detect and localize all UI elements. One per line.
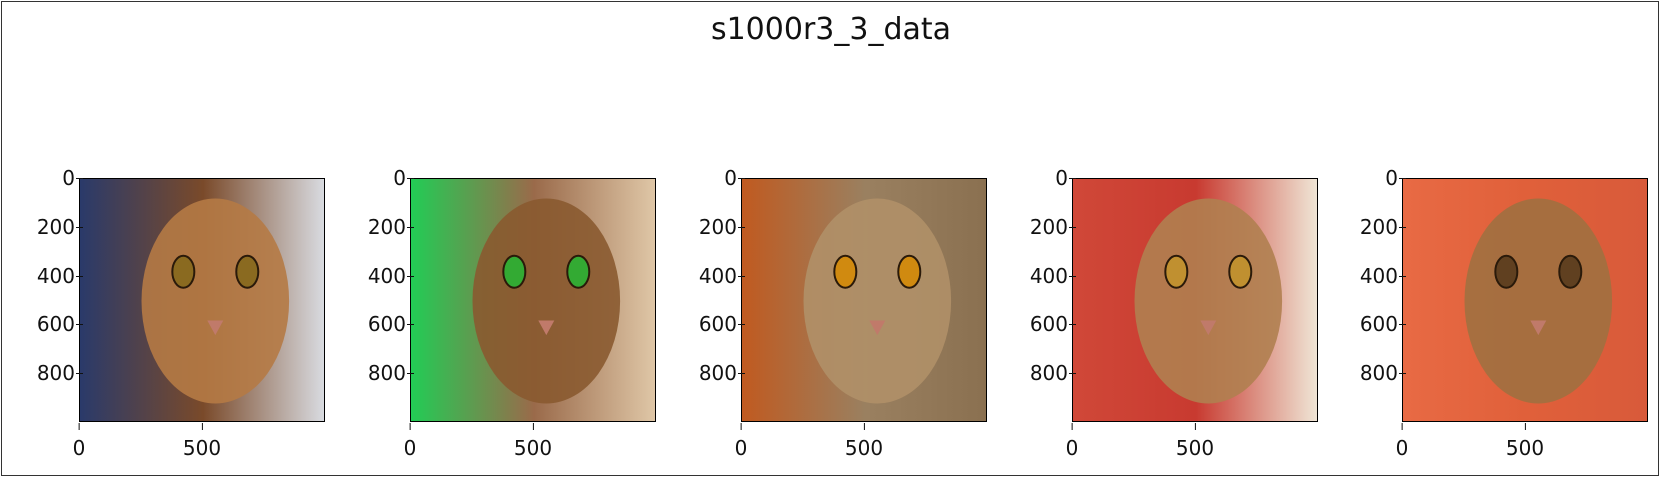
cat-image-1 (79, 178, 325, 422)
cat-eye-1 (502, 254, 527, 289)
y-tick-label: 800 (346, 361, 414, 385)
cat-eye-2 (897, 254, 922, 289)
cat-image-5 (1402, 178, 1648, 422)
cat-eye-2 (235, 254, 260, 289)
image-panel-3: 0 200 400 600 800 0 500 (699, 166, 987, 460)
cat-nose (869, 320, 886, 336)
image-panel-4: 0 200 400 600 800 0 500 (1030, 166, 1318, 460)
cat-eye-1 (833, 254, 858, 289)
y-tick-label: 200 (346, 215, 414, 239)
figure-title: s1000r3_3_data (710, 12, 952, 47)
y-tick-label: 600 (346, 312, 414, 336)
cat-eye-2 (1558, 254, 1583, 289)
cat-photo-1 (80, 179, 324, 421)
cat-photo-3 (742, 179, 986, 421)
cat-eye-2 (1228, 254, 1253, 289)
x-tick-label: 0 (734, 423, 748, 460)
y-tick-label: 800 (1338, 361, 1406, 385)
y-tick-label: 600 (15, 312, 83, 336)
y-tick-label: 400 (346, 264, 414, 288)
x-tick-label: 500 (513, 423, 553, 460)
y-tick-label: 200 (1008, 215, 1076, 239)
y-tick-label: 0 (346, 166, 414, 190)
image-panel-2: 0 200 400 600 800 0 500 (368, 166, 656, 460)
cat-photo-2 (411, 179, 655, 421)
x-tick-label: 500 (182, 423, 222, 460)
y-tick-label: 800 (1008, 361, 1076, 385)
cat-head-shape (472, 198, 621, 404)
cat-photo-5 (1403, 179, 1647, 421)
cat-eye-1 (1164, 254, 1189, 289)
cat-nose (1530, 320, 1547, 336)
cat-eye-1 (1494, 254, 1519, 289)
y-tick-label: 400 (15, 264, 83, 288)
x-tick-label: 500 (844, 423, 884, 460)
y-tick-label: 800 (677, 361, 745, 385)
x-tick-label: 0 (1065, 423, 1079, 460)
image-panel-1: 0 200 400 600 800 0 500 (37, 166, 325, 460)
cat-eye-2 (566, 254, 591, 289)
y-tick-label: 200 (1338, 215, 1406, 239)
y-tick-label: 600 (1008, 312, 1076, 336)
cat-photo-4 (1073, 179, 1317, 421)
cat-nose (538, 320, 555, 336)
cat-head-shape (1464, 198, 1613, 404)
y-tick-label: 400 (1338, 264, 1406, 288)
y-tick-label: 400 (677, 264, 745, 288)
y-tick-label: 600 (677, 312, 745, 336)
image-panel-5: 0 200 400 600 800 0 500 (1360, 166, 1648, 460)
x-tick-label: 0 (403, 423, 417, 460)
y-tick-label: 0 (1338, 166, 1406, 190)
y-tick-label: 0 (1008, 166, 1076, 190)
cat-image-4 (1072, 178, 1318, 422)
y-tick-label: 0 (15, 166, 83, 190)
x-tick-label: 0 (72, 423, 86, 460)
y-tick-label: 200 (15, 215, 83, 239)
cat-image-3 (741, 178, 987, 422)
cat-head-shape (803, 198, 952, 404)
x-tick-label: 500 (1175, 423, 1215, 460)
cat-head-shape (141, 198, 290, 404)
cat-image-2 (410, 178, 656, 422)
x-tick-label: 0 (1395, 423, 1409, 460)
y-tick-label: 200 (677, 215, 745, 239)
y-tick-label: 800 (15, 361, 83, 385)
cat-nose (1200, 320, 1217, 336)
cat-eye-1 (171, 254, 196, 289)
cat-nose (207, 320, 224, 336)
y-tick-label: 0 (677, 166, 745, 190)
cat-head-shape (1134, 198, 1283, 404)
x-tick-label: 500 (1505, 423, 1545, 460)
y-tick-label: 400 (1008, 264, 1076, 288)
y-tick-label: 600 (1338, 312, 1406, 336)
